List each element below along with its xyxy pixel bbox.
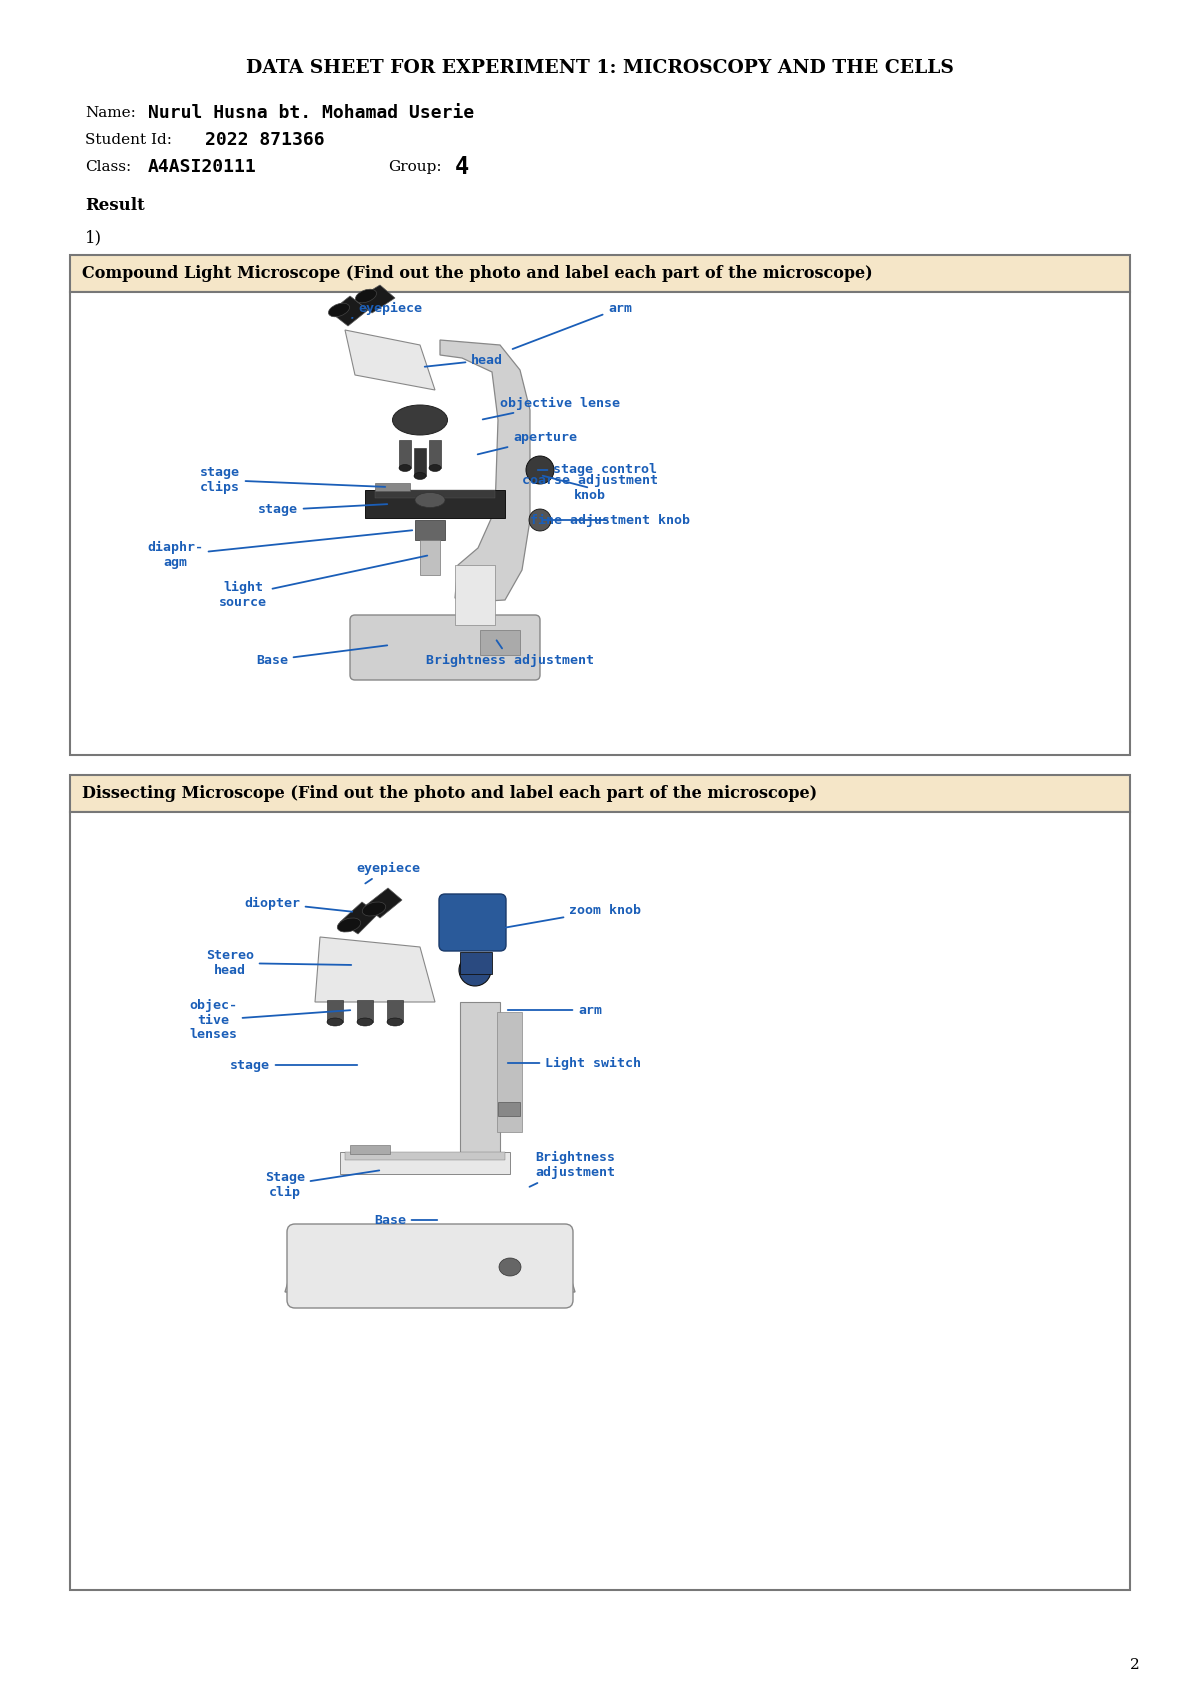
Bar: [374, 483, 410, 492]
Bar: [350, 1146, 390, 1154]
Ellipse shape: [398, 464, 410, 471]
Ellipse shape: [392, 405, 448, 436]
Text: 1): 1): [85, 229, 102, 246]
Bar: [498, 1102, 520, 1115]
Polygon shape: [355, 285, 395, 314]
Bar: [480, 631, 520, 654]
Text: coarse adjustment
knob: coarse adjustment knob: [522, 475, 658, 502]
Text: 4: 4: [455, 154, 469, 180]
Text: stage: stage: [230, 1058, 358, 1071]
Text: Result: Result: [85, 197, 145, 214]
Ellipse shape: [458, 954, 491, 986]
Bar: [460, 1002, 500, 1166]
Ellipse shape: [430, 464, 442, 471]
Text: objec-
tive
lenses: objec- tive lenses: [190, 998, 350, 1041]
Text: arm: arm: [508, 1003, 602, 1017]
Ellipse shape: [355, 290, 377, 303]
Text: Dissecting Microscope (Find out the photo and label each part of the microscope): Dissecting Microscope (Find out the phot…: [82, 785, 817, 802]
Text: Student Id:: Student Id:: [85, 132, 172, 147]
Polygon shape: [286, 1242, 575, 1292]
Polygon shape: [440, 341, 530, 602]
Text: 2022 871366: 2022 871366: [205, 131, 325, 149]
Text: light
source: light source: [220, 556, 427, 609]
Text: zoom knob: zoom knob: [505, 903, 641, 927]
Ellipse shape: [337, 919, 361, 932]
Text: Stage
clip: Stage clip: [265, 1171, 379, 1198]
FancyBboxPatch shape: [439, 893, 506, 951]
Ellipse shape: [414, 473, 426, 480]
Bar: [386, 1000, 403, 1022]
Bar: [414, 447, 426, 476]
Bar: [460, 953, 492, 975]
Text: Brightness adjustment: Brightness adjustment: [426, 641, 594, 666]
Text: arm: arm: [512, 302, 632, 349]
Bar: [374, 490, 496, 498]
Polygon shape: [314, 937, 436, 1002]
Text: Compound Light Microscope (Find out the photo and label each part of the microsc: Compound Light Microscope (Find out the …: [82, 264, 872, 281]
Bar: [398, 441, 410, 468]
Bar: [346, 1153, 505, 1159]
Ellipse shape: [362, 902, 385, 915]
Ellipse shape: [499, 1258, 521, 1276]
Ellipse shape: [358, 1019, 373, 1025]
Ellipse shape: [415, 493, 445, 507]
Bar: [415, 520, 445, 541]
Bar: [420, 541, 440, 575]
Text: Light switch: Light switch: [508, 1056, 641, 1070]
Polygon shape: [340, 902, 378, 934]
Text: eyepiece: eyepiece: [352, 302, 422, 319]
Text: DATA SHEET FOR EXPERIMENT 1: MICROSCOPY AND THE CELLS: DATA SHEET FOR EXPERIMENT 1: MICROSCOPY …: [246, 59, 954, 76]
Text: Stereo
head: Stereo head: [206, 949, 352, 976]
Text: Class:: Class:: [85, 159, 131, 175]
Ellipse shape: [386, 1019, 403, 1025]
Text: stage control: stage control: [538, 463, 658, 476]
Polygon shape: [330, 297, 368, 325]
Text: stage: stage: [258, 503, 388, 517]
Bar: [70, 775, 1130, 812]
Text: 2: 2: [1130, 1658, 1140, 1671]
Bar: [326, 1000, 343, 1022]
Ellipse shape: [326, 1019, 343, 1025]
Ellipse shape: [529, 508, 551, 531]
FancyBboxPatch shape: [287, 1224, 574, 1309]
Text: stage
clips: stage clips: [200, 466, 385, 493]
Bar: [430, 441, 442, 468]
Text: Name:: Name:: [85, 107, 136, 120]
Text: Base: Base: [374, 1214, 437, 1227]
Text: fine adjustment knob: fine adjustment knob: [530, 514, 690, 527]
Text: aperture: aperture: [478, 432, 577, 454]
Text: Base: Base: [256, 646, 388, 666]
Bar: [455, 564, 496, 625]
Text: Nurul Husna bt. Mohamad Userie: Nurul Husna bt. Mohamad Userie: [148, 103, 474, 122]
Ellipse shape: [329, 303, 349, 317]
Text: Group:: Group:: [388, 159, 442, 175]
FancyBboxPatch shape: [350, 615, 540, 680]
Ellipse shape: [526, 456, 554, 485]
Text: Brightness
adjustment: Brightness adjustment: [529, 1151, 616, 1186]
Bar: [358, 1000, 373, 1022]
Text: diaphr-
agm: diaphr- agm: [148, 531, 413, 570]
Bar: [70, 812, 1130, 1590]
Text: A4ASI20111: A4ASI20111: [148, 158, 257, 176]
Bar: [70, 292, 1130, 754]
Bar: [340, 1153, 510, 1175]
Polygon shape: [365, 888, 402, 919]
Text: objective lense: objective lense: [482, 397, 620, 419]
Text: diopter: diopter: [244, 897, 353, 912]
Text: head: head: [425, 354, 503, 366]
Bar: [365, 490, 505, 519]
Bar: [497, 1012, 522, 1132]
Polygon shape: [346, 331, 436, 390]
Bar: [70, 254, 1130, 292]
Text: eyepiece: eyepiece: [356, 861, 420, 883]
